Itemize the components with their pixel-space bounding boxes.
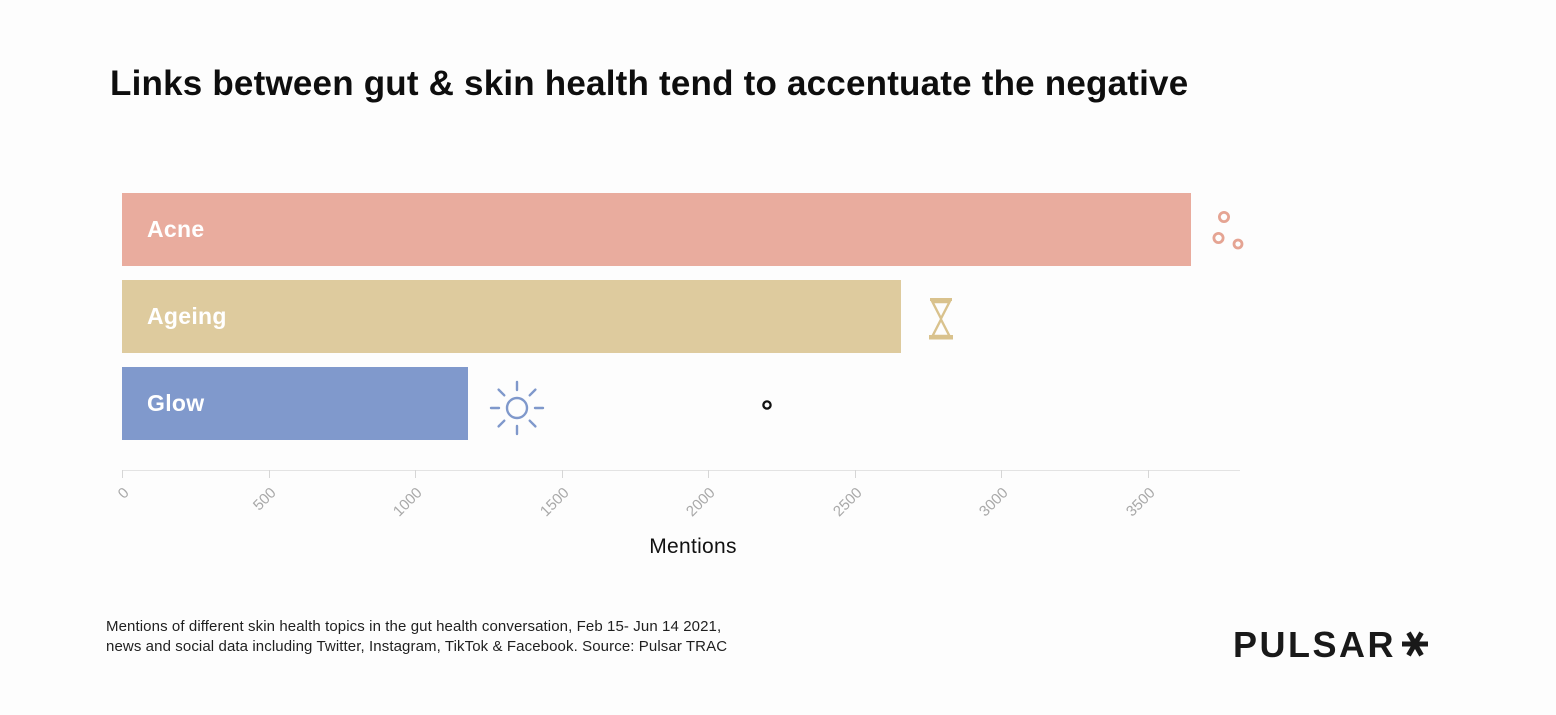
pulsar-logo: PULSAR	[1233, 624, 1430, 666]
x-tick	[708, 470, 709, 478]
x-tick	[122, 470, 123, 478]
x-tick-label: 0	[114, 484, 133, 503]
bar-ageing: Ageing	[122, 280, 901, 353]
x-axis-line	[122, 470, 1240, 471]
sun-icon	[489, 380, 545, 441]
x-tick-label: 1000	[389, 484, 426, 521]
x-tick-label: 3500	[1122, 484, 1159, 521]
bar-acne: Acne	[122, 193, 1191, 266]
x-tick	[1001, 470, 1002, 478]
bar-label-glow: Glow	[147, 390, 205, 416]
pulsar-logo-asterisk-icon	[1400, 629, 1430, 664]
x-tick	[1147, 470, 1149, 478]
x-tick	[415, 470, 416, 478]
chart-title: Links between gut & skin health tend to …	[110, 64, 1189, 103]
bar-label-ageing: Ageing	[147, 303, 227, 329]
dot-marker-icon	[761, 398, 773, 416]
bar-label-acne: Acne	[147, 216, 205, 242]
x-tick	[561, 470, 563, 478]
x-tick-label: 500	[249, 484, 280, 515]
x-tick-label: 3000	[975, 484, 1012, 521]
x-tick	[268, 470, 270, 478]
acne-spots-icon	[1211, 206, 1247, 257]
source-caption: Mentions of different skin health topics…	[106, 618, 728, 655]
pulsar-logo-text: PULSAR	[1233, 624, 1397, 665]
x-axis-label: Mentions	[649, 535, 737, 558]
bar-glow: Glow	[122, 367, 468, 440]
x-tick	[854, 470, 856, 478]
hourglass-icon	[928, 297, 954, 346]
